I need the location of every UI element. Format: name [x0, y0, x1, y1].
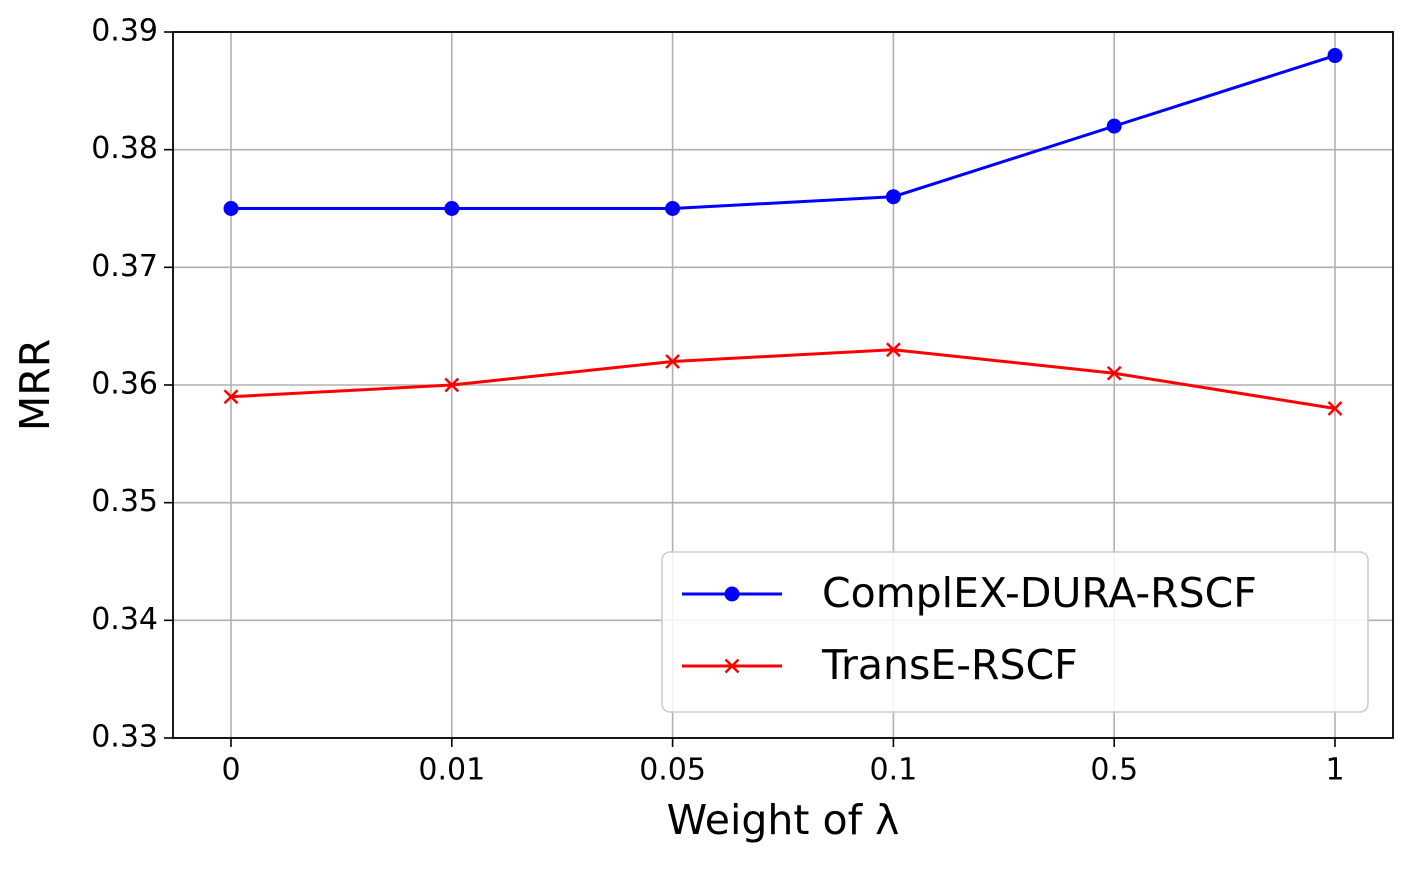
- marker: [724, 658, 740, 674]
- x-tick-label: 1: [1325, 753, 1344, 788]
- plot-frame: [172, 31, 1394, 739]
- legend-box: [661, 551, 1369, 713]
- marker: [444, 377, 460, 393]
- marker: [1327, 401, 1343, 416]
- marker: [665, 201, 681, 216]
- y-tick-label: 0.36: [91, 367, 158, 402]
- x-axis-label: Weight of λ: [667, 796, 900, 844]
- legend-label: TransE-RSCF: [821, 641, 1078, 689]
- marker: [886, 342, 901, 358]
- y-tick-label: 0.33: [91, 720, 158, 755]
- marker: [1106, 118, 1122, 134]
- marker: [223, 201, 239, 216]
- marker: [1106, 365, 1122, 381]
- x-tick-label: 0.5: [1090, 753, 1138, 788]
- marker: [223, 389, 239, 405]
- y-tick-label: 0.38: [91, 131, 158, 166]
- y-tick-label: 0.37: [91, 249, 158, 284]
- series-line: [230, 348, 1336, 411]
- legend: ComplEX-DURA-RSCF TransE-RSCF: [661, 551, 1369, 713]
- y-tick-label: 0.35: [91, 484, 158, 519]
- series-line: [231, 54, 1336, 210]
- legend-label: ComplEX-DURA-RSCF: [822, 569, 1257, 617]
- y-tick-label: 0.34: [91, 602, 158, 637]
- y-axis-label: MRR: [11, 339, 59, 431]
- x-tick-label: 0.05: [639, 753, 706, 788]
- marker: [885, 189, 901, 205]
- marker: [665, 354, 680, 369]
- x-tick-label: 0.01: [418, 753, 485, 788]
- marker: [1327, 48, 1343, 64]
- marker: [444, 201, 460, 216]
- marker: [724, 586, 740, 602]
- y-tick-label: 0.39: [91, 14, 158, 49]
- x-tick-label: 0: [221, 753, 240, 788]
- x-tick-label: 0.1: [870, 753, 918, 788]
